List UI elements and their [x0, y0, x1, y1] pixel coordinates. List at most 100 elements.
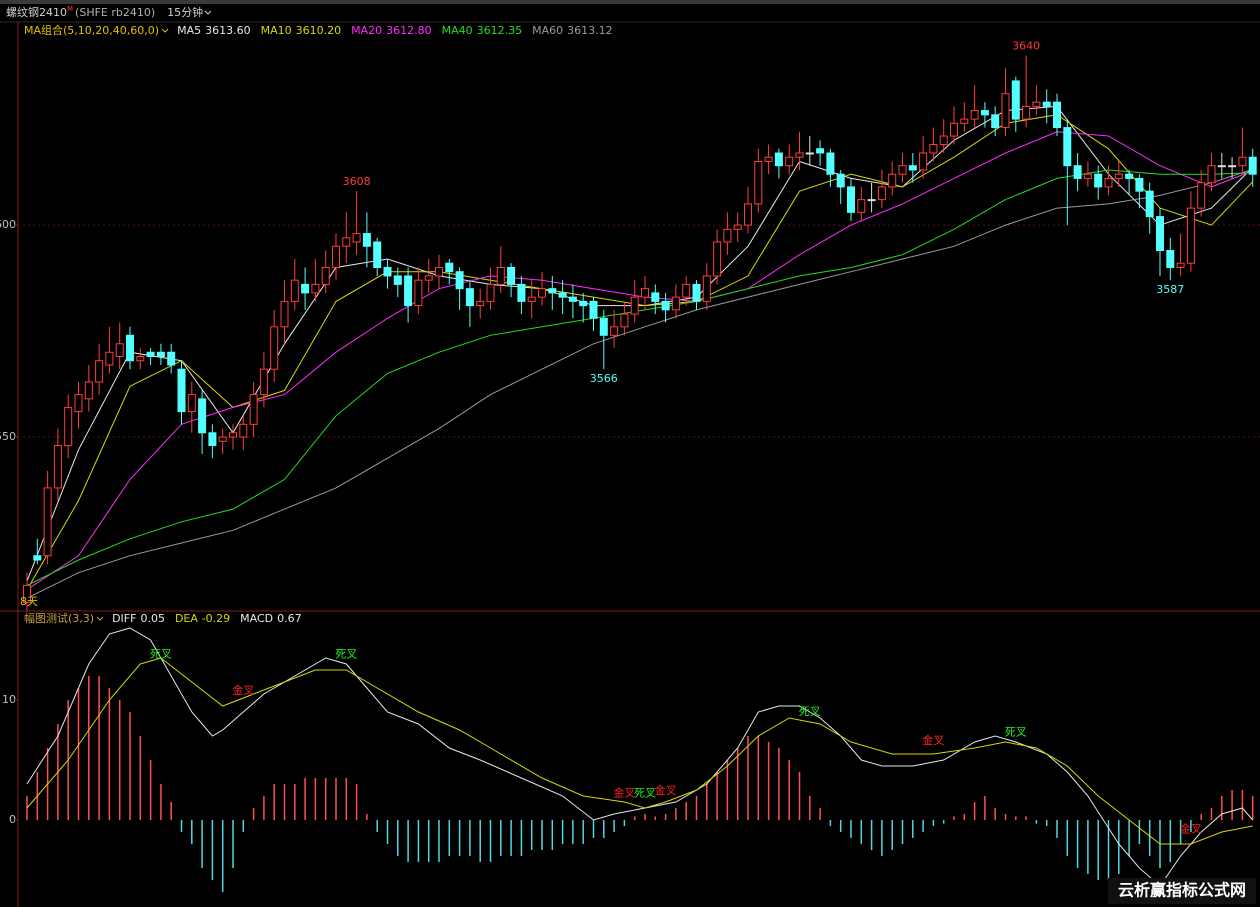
candle-body — [713, 241, 722, 277]
indicator-line — [26, 168, 1253, 599]
candle-body — [311, 283, 320, 294]
candle-body — [393, 275, 402, 285]
candle-body — [1186, 207, 1195, 264]
candle-body — [630, 296, 639, 315]
candle-body — [74, 394, 83, 413]
candle-body — [950, 122, 958, 137]
candle-body — [661, 300, 670, 311]
candle-body — [970, 110, 979, 120]
candle-body — [1114, 173, 1123, 179]
flag: M — [67, 5, 73, 13]
candle-body — [404, 275, 413, 307]
candle-body — [146, 351, 155, 357]
candle-body — [1001, 93, 1010, 129]
candle-body — [692, 283, 701, 302]
candle-body — [877, 186, 886, 201]
legend: MA组合(5,10,20,40,60,0) MA5 3613.60 MA10 3610.… — [24, 23, 613, 37]
candle-body — [115, 343, 124, 357]
candle-body — [888, 173, 897, 188]
legend-value: 3613.12 — [567, 24, 613, 37]
candle-body — [373, 241, 382, 268]
candle-body — [744, 203, 752, 226]
legend-name: MACD — [240, 612, 273, 625]
candle-body — [136, 355, 145, 362]
candle-body — [1228, 165, 1237, 168]
legend-name: MA40 — [442, 24, 473, 37]
legend-name: MA5 — [177, 24, 201, 37]
candle-body — [795, 152, 804, 158]
candle-body — [538, 288, 546, 298]
watermark-bg — [1108, 878, 1256, 904]
candle-body — [435, 266, 443, 277]
cross-annotation: 死叉 — [799, 705, 821, 718]
candle-body — [908, 165, 917, 171]
candle-body — [1135, 177, 1144, 192]
candle-body — [105, 351, 114, 366]
indicator-line — [26, 627, 1254, 887]
high-label: 3640 — [1012, 39, 1040, 52]
candle-body — [1032, 101, 1041, 107]
watermark: 云析赢指标公式网 — [1118, 881, 1246, 900]
candle-body — [1011, 80, 1020, 120]
candle-body — [702, 275, 711, 302]
candle-body — [218, 436, 227, 442]
candle-body — [568, 296, 577, 302]
candle-body — [1145, 190, 1154, 218]
instrument-title: 螺纹钢2410M (SHFE rb2410) 15分钟 — [6, 5, 203, 19]
candle-body — [764, 156, 773, 162]
candle-body — [1217, 165, 1226, 168]
candle-body — [424, 275, 433, 281]
candle-body — [445, 262, 454, 273]
indicator-line — [26, 657, 1253, 845]
candle-body — [589, 300, 598, 319]
candle-body — [1073, 165, 1082, 179]
candle-body — [33, 555, 42, 561]
candle-body — [321, 266, 330, 285]
legend-value: 3610.20 — [296, 24, 342, 37]
y-tick-label: 3600 — [0, 218, 16, 231]
candle-body — [960, 118, 969, 124]
cross-annotation: 金叉 — [232, 683, 254, 697]
period-caret[interactable] — [204, 10, 212, 15]
indicator-line — [26, 169, 1253, 586]
candle-body — [867, 199, 876, 202]
cross-annotation: 金叉 — [655, 783, 677, 797]
candle-body — [53, 445, 62, 489]
candle-body — [455, 271, 464, 290]
candle-body — [187, 394, 196, 413]
candle-body — [301, 283, 310, 294]
candle-body — [1238, 156, 1247, 167]
candle-body — [527, 296, 536, 302]
low-label: 3587 — [1156, 283, 1184, 296]
candle-body — [548, 288, 557, 294]
candle-body — [857, 199, 866, 213]
candle-body — [1094, 173, 1103, 188]
candle-body — [270, 326, 279, 370]
legend-name: MA60 — [532, 24, 563, 37]
legend-value: 3612.80 — [386, 24, 432, 37]
cross-annotation: 金叉 — [1180, 822, 1202, 836]
cross-annotation: 死叉 — [1005, 725, 1027, 738]
top-strip — [0, 0, 1260, 4]
legend-title: MA组合(5,10,20,40,60,0) — [24, 23, 159, 37]
candle-body — [290, 279, 299, 302]
candle-body — [383, 266, 392, 277]
candle-body — [599, 317, 608, 336]
candle-body — [476, 300, 485, 307]
candle-body — [1063, 127, 1072, 167]
legend-caret — [161, 28, 169, 33]
high-label: 3608 — [343, 175, 371, 188]
candle-body — [641, 288, 649, 298]
low-label: 3566 — [590, 372, 618, 385]
candle-body — [1125, 173, 1134, 179]
cross-annotation: 死叉 — [335, 647, 357, 660]
candle-body — [84, 381, 93, 400]
legend-value: 0.05 — [140, 612, 165, 625]
candle-body — [1083, 173, 1092, 179]
candle-body — [733, 224, 742, 230]
legend-title: 幅图测试(3,3) — [24, 612, 94, 625]
candle-body — [362, 233, 371, 247]
cross-annotation: 金叉 — [613, 786, 635, 800]
candle-body — [465, 288, 474, 307]
